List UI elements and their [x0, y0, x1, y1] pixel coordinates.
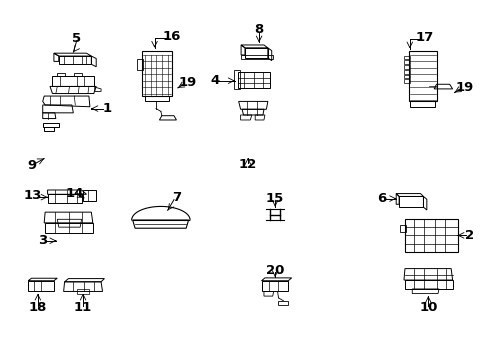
Text: 4: 4	[210, 74, 220, 87]
Text: 3: 3	[38, 234, 47, 247]
Text: 5: 5	[72, 32, 81, 45]
Text: 17: 17	[414, 31, 433, 44]
Text: 14: 14	[65, 187, 83, 200]
Text: 7: 7	[171, 192, 181, 204]
Text: 6: 6	[376, 192, 386, 205]
Text: 13: 13	[24, 189, 42, 202]
Text: 2: 2	[464, 229, 473, 242]
Text: 10: 10	[418, 301, 437, 314]
Text: 9: 9	[27, 159, 36, 172]
Text: 8: 8	[254, 23, 263, 36]
Text: 15: 15	[265, 192, 284, 205]
Text: 19: 19	[178, 76, 196, 89]
Text: 20: 20	[265, 264, 284, 276]
Text: 19: 19	[454, 81, 472, 94]
Text: 18: 18	[29, 301, 47, 314]
Text: 1: 1	[102, 102, 111, 115]
Text: 16: 16	[162, 30, 181, 42]
Text: 12: 12	[238, 158, 257, 171]
Text: 11: 11	[74, 301, 92, 314]
